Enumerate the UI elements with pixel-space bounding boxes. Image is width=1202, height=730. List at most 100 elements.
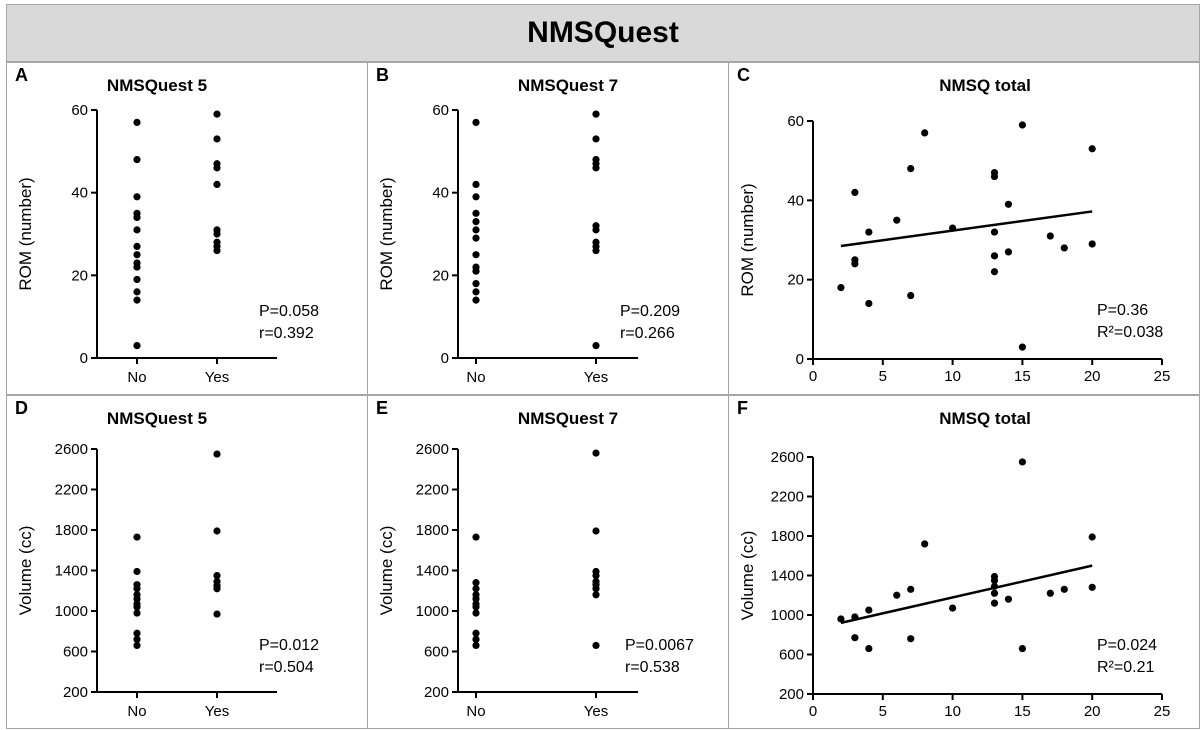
data-point [907, 635, 915, 643]
data-point [133, 641, 141, 650]
data-point [133, 533, 141, 541]
chart-svg: C NMSQ total 0 20 40 60 ROM (number) 0 5 10 15 20 25… [737, 65, 1170, 385]
y-tick-label: 1800 [55, 522, 88, 539]
data-point [1018, 644, 1026, 653]
panel-title: NMSQ total [939, 76, 1031, 95]
data-point [133, 603, 141, 611]
y-tick-label: 0 [796, 351, 804, 368]
data-point [213, 246, 221, 255]
panel-title: NMSQuest 5 [107, 409, 207, 428]
data-point [213, 110, 221, 118]
data-point [213, 610, 221, 618]
data-point [592, 571, 600, 580]
data-point [837, 284, 845, 292]
x-tick-label: No [466, 703, 485, 720]
data-point [133, 342, 141, 350]
stat-annotation: P=0.058 [259, 303, 319, 320]
data-point [472, 118, 480, 126]
stat-annotation: r=0.392 [259, 325, 314, 342]
data-point [1088, 145, 1096, 153]
y-tick-label: 200 [424, 684, 449, 701]
panel-letter: E [376, 398, 388, 418]
panel-title: NMSQ total [939, 409, 1031, 428]
data-point [592, 135, 600, 143]
data-point [133, 213, 141, 222]
data-point [133, 242, 141, 250]
data-point [851, 188, 859, 196]
data-point [865, 644, 873, 653]
x-tick-label: No [127, 703, 146, 720]
y-tick-label: 1400 [55, 563, 88, 580]
data-point [1088, 583, 1096, 591]
data-point [472, 288, 480, 296]
data-point [592, 164, 600, 172]
data-point [1018, 343, 1026, 351]
y-tick-label: 2200 [771, 489, 804, 506]
data-point [990, 228, 999, 236]
chart-svg: A NMSQuest 5 0 20 40 60 ROM (number) No Yes P=0.0… [15, 65, 319, 386]
data-point [907, 165, 915, 173]
data-point [1004, 595, 1013, 603]
y-tick-label: 600 [424, 644, 449, 661]
data-point [592, 226, 600, 234]
stat-annotation: r=0.538 [625, 659, 680, 676]
data-point [851, 634, 859, 642]
data-point [990, 576, 999, 585]
x-tick-label: 0 [809, 368, 817, 385]
stat-annotation: R²=0.038 [1097, 324, 1163, 341]
data-point [472, 603, 480, 611]
y-tick-label: 1000 [416, 603, 449, 620]
data-point [213, 571, 221, 580]
data-point [472, 585, 480, 593]
data-point [133, 635, 141, 643]
x-tick-label: No [127, 369, 146, 386]
y-tick-label: 0 [80, 350, 88, 367]
x-tick-label: 15 [1014, 368, 1031, 385]
stat-annotation: r=0.266 [620, 325, 675, 342]
stat-annotation: P=0.0067 [625, 637, 694, 654]
data-point [1060, 244, 1068, 252]
x-tick-label: 5 [879, 368, 887, 385]
data-point [213, 230, 221, 238]
panel-title: NMSQuest 7 [518, 76, 618, 95]
y-tick-label: 1400 [416, 563, 449, 580]
x-tick-label: 0 [809, 703, 817, 720]
data-point [1004, 200, 1013, 208]
y-tick-label: 2600 [771, 449, 804, 466]
x-tick-label: Yes [205, 703, 229, 720]
data-point [1018, 458, 1026, 466]
data-point [1046, 589, 1054, 597]
data-point [592, 110, 600, 118]
data-point [133, 226, 141, 234]
data-point [1088, 533, 1096, 541]
data-point [949, 604, 957, 612]
data-point [213, 450, 221, 458]
y-axis-label: ROM (number) [377, 177, 396, 290]
data-point [990, 172, 999, 181]
data-point [133, 275, 141, 284]
data-point [133, 296, 141, 304]
y-axis-label: Volume (cc) [377, 526, 396, 616]
data-point [133, 251, 141, 259]
panel-e: E NMSQuest 7 200 600 1000 1400 1800 2200 2600 Vol… [367, 395, 729, 729]
y-tick-label: 20 [787, 272, 804, 289]
panel-title: NMSQuest 5 [107, 76, 207, 95]
data-point [990, 599, 999, 607]
data-point [472, 267, 480, 275]
data-point [133, 263, 141, 271]
chart-svg: B NMSQuest 7 0 20 40 60 ROM (number) No Yes P=0.2… [376, 65, 680, 386]
panel-d: D NMSQuest 5 200 600 1000 1400 1800 2200 2600 Vol… [6, 395, 368, 729]
data-point [893, 591, 901, 599]
data-point [1088, 240, 1096, 248]
data-point [133, 156, 141, 164]
y-tick-label: 600 [779, 647, 804, 664]
panel-b: B NMSQuest 7 0 20 40 60 ROM (number) No Yes P=0.2… [367, 62, 729, 395]
data-point [990, 589, 999, 597]
y-tick-label: 40 [787, 192, 804, 209]
stat-annotation: R²=0.21 [1097, 659, 1154, 676]
y-tick-label: 2200 [416, 482, 449, 499]
data-point [865, 299, 873, 308]
y-axis-label: ROM (number) [738, 183, 757, 296]
data-point [472, 209, 480, 217]
y-tick-label: 2600 [416, 441, 449, 458]
